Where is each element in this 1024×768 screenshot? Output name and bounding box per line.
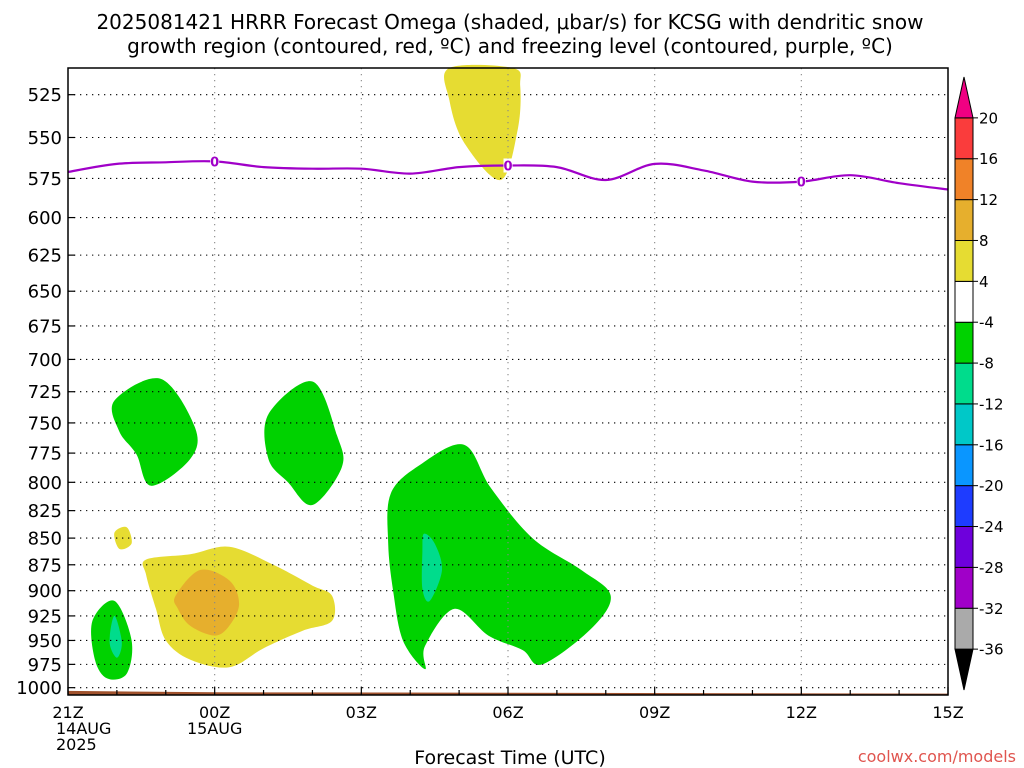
- colorbar-swatch: [954, 526, 974, 568]
- x-tick-label: 21Z: [52, 703, 83, 722]
- x-tick-label: 06Z: [492, 703, 523, 722]
- omega-shading: [91, 64, 611, 680]
- freezing-level-label: 0: [210, 155, 219, 170]
- omega-region-7: [109, 615, 122, 658]
- omega-region-1: [444, 64, 521, 181]
- colorbar-swatch: [954, 362, 974, 405]
- x-tick-label: 09Z: [639, 703, 670, 722]
- colorbar-label: -32: [979, 600, 1004, 618]
- colorbar-label: 12: [979, 191, 998, 209]
- colorbar-swatch: [954, 566, 974, 609]
- chart-title-line-2: growth region (contoured, red, ºC) and f…: [127, 34, 893, 58]
- colorbar-swatch: [954, 158, 974, 201]
- y-tick-label: 700: [28, 350, 62, 371]
- y-tick-label: 1000: [16, 678, 62, 699]
- colorbar-swatch: [954, 607, 974, 650]
- x-tick-label: 14AUG: [56, 719, 111, 738]
- colorbar-swatch: [954, 76, 974, 119]
- x-tick-label: 2025: [56, 735, 97, 754]
- x-tick-label: 00Z: [199, 703, 230, 722]
- y-tick-label: 575: [28, 169, 62, 190]
- freezing-label-bg-3: [796, 174, 806, 189]
- colorbar-label: 4: [979, 273, 989, 291]
- freezing-level-label: 0: [503, 160, 512, 175]
- colorbar-label: -28: [979, 559, 1004, 577]
- colorbar-swatch: [954, 199, 974, 241]
- colorbar-label: -16: [979, 436, 1004, 454]
- colorbar-label: 8: [979, 232, 989, 250]
- y-tick-label: 825: [28, 501, 62, 522]
- colorbar-label: -20: [979, 477, 1004, 495]
- y-tick-label: 600: [28, 208, 62, 229]
- y-axis: 525 550 575 600 625 650 675 700 725 750 775 800 825 8…: [16, 85, 75, 699]
- omega-region-3: [264, 381, 344, 506]
- colorbar-label: -4: [979, 314, 994, 332]
- omega-region-2: [111, 378, 198, 486]
- y-tick-label: 725: [28, 382, 62, 403]
- colorbar-label: -36: [979, 641, 1004, 659]
- y-tick-label: 900: [28, 581, 62, 602]
- x-tick-label: 15Z: [932, 703, 963, 722]
- x-axis-label: Forecast Time (UTC): [414, 747, 605, 768]
- y-tick-label: 975: [28, 655, 62, 676]
- colorbar-swatch: [954, 444, 974, 487]
- colorbar-swatch: [954, 117, 974, 160]
- freezing-label-bg-2: [503, 158, 513, 173]
- colorbar: -36 -32 -28 -24 -20 -16 -12 -8 -4 4 8 12 16 20: [954, 76, 1004, 691]
- credit-text: coolwx.com/models: [858, 747, 1016, 766]
- plot-area: 0 0 0: [67, 64, 949, 696]
- omega-region-5: [421, 533, 443, 602]
- freezing-label-bg-1: [210, 154, 220, 169]
- colorbar-swatch: [954, 648, 974, 691]
- y-tick-label: 875: [28, 555, 62, 576]
- y-tick-label: 950: [28, 631, 62, 652]
- colorbar-label: -8: [979, 355, 994, 373]
- y-tick-label: 800: [28, 473, 62, 494]
- freezing-level-contour: 0 0 0: [67, 154, 949, 191]
- colorbar-swatch: [954, 280, 974, 323]
- y-tick-label: 550: [28, 128, 62, 149]
- omega-region-10: [174, 569, 240, 636]
- y-tick-label: 625: [28, 246, 62, 267]
- omega-region-4: [387, 444, 611, 670]
- freezing-level-label: 0: [797, 176, 806, 191]
- colorbar-label: 16: [979, 150, 998, 168]
- y-tick-label: 650: [28, 282, 62, 303]
- colorbar-swatch: [954, 485, 974, 528]
- colorbar-label: -12: [979, 395, 1004, 413]
- y-tick-label: 925: [28, 606, 62, 627]
- grid: [68, 68, 948, 695]
- chart-title-line-1: 2025081421 HRRR Forecast Omega (shaded, …: [96, 10, 923, 34]
- colorbar-label: -24: [979, 518, 1004, 536]
- y-tick-label: 525: [28, 85, 62, 106]
- y-tick-label: 850: [28, 529, 62, 550]
- x-tick-label: 03Z: [346, 703, 377, 722]
- x-tick-label: 15AUG: [187, 719, 242, 738]
- colorbar-label: 20: [979, 109, 998, 127]
- x-tick-label: 12Z: [786, 703, 817, 722]
- y-tick-label: 775: [28, 444, 62, 465]
- colorbar-swatch: [954, 321, 974, 364]
- colorbar-swatch: [954, 403, 974, 446]
- y-tick-label: 675: [28, 316, 62, 337]
- colorbar-swatch: [954, 239, 974, 282]
- y-tick-label: 750: [28, 413, 62, 434]
